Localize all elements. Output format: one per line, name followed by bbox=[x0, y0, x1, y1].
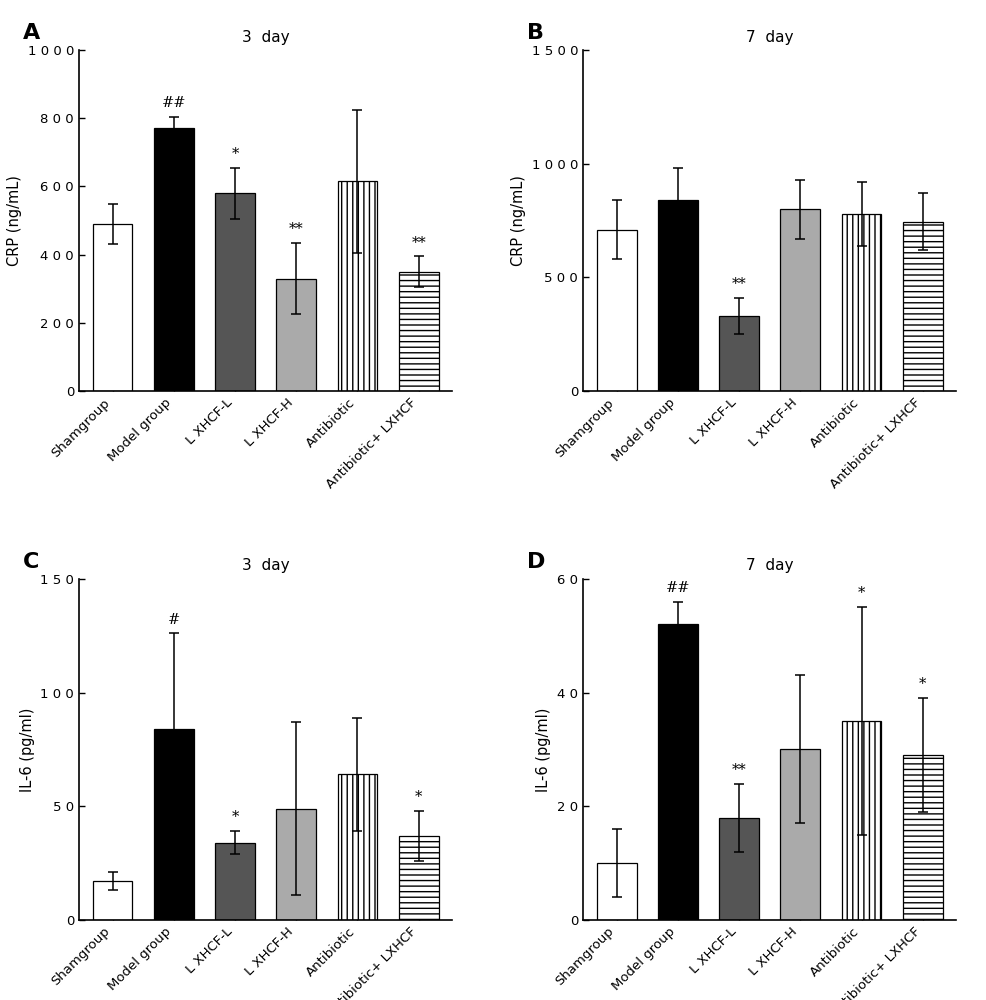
Text: A: A bbox=[23, 23, 40, 43]
Bar bbox=[93, 881, 132, 920]
Bar bbox=[337, 774, 378, 920]
Bar bbox=[658, 624, 698, 920]
Y-axis label: CRP (ng/mL): CRP (ng/mL) bbox=[511, 175, 527, 266]
Bar bbox=[658, 200, 698, 391]
Text: #: # bbox=[168, 613, 179, 627]
Text: ##: ## bbox=[666, 581, 690, 595]
Bar bbox=[781, 749, 820, 920]
Bar bbox=[842, 721, 881, 920]
Y-axis label: IL-6 (pg/ml): IL-6 (pg/ml) bbox=[20, 707, 35, 792]
Bar bbox=[719, 316, 759, 391]
Y-axis label: IL-6 (pg/ml): IL-6 (pg/ml) bbox=[536, 707, 551, 792]
Bar bbox=[719, 818, 759, 920]
Bar bbox=[903, 755, 943, 920]
Text: *: * bbox=[919, 677, 927, 691]
Bar bbox=[781, 209, 820, 391]
Title: 3  day: 3 day bbox=[242, 30, 290, 45]
Bar bbox=[903, 222, 943, 391]
Bar bbox=[215, 193, 254, 391]
Text: B: B bbox=[527, 23, 544, 43]
Text: C: C bbox=[23, 552, 39, 572]
Bar bbox=[93, 224, 132, 391]
Bar bbox=[154, 729, 193, 920]
Title: 7  day: 7 day bbox=[746, 558, 794, 573]
Bar bbox=[215, 843, 254, 920]
Title: 7  day: 7 day bbox=[746, 30, 794, 45]
Bar bbox=[597, 863, 637, 920]
Bar bbox=[154, 128, 193, 391]
Text: **: ** bbox=[732, 277, 746, 291]
Bar bbox=[398, 272, 439, 391]
Text: *: * bbox=[415, 790, 422, 804]
Title: 3  day: 3 day bbox=[242, 558, 290, 573]
Bar bbox=[398, 836, 439, 920]
Y-axis label: CRP (ng/mL): CRP (ng/mL) bbox=[7, 175, 22, 266]
Text: *: * bbox=[232, 147, 239, 161]
Text: **: ** bbox=[732, 763, 746, 777]
Text: **: ** bbox=[411, 236, 426, 250]
Bar bbox=[842, 214, 881, 391]
Bar bbox=[337, 181, 378, 391]
Text: D: D bbox=[527, 552, 545, 572]
Text: ##: ## bbox=[162, 96, 186, 110]
Text: *: * bbox=[858, 586, 866, 600]
Bar bbox=[597, 230, 637, 391]
Bar bbox=[276, 809, 317, 920]
Text: *: * bbox=[232, 810, 239, 824]
Text: **: ** bbox=[289, 222, 304, 236]
Bar bbox=[276, 279, 317, 391]
